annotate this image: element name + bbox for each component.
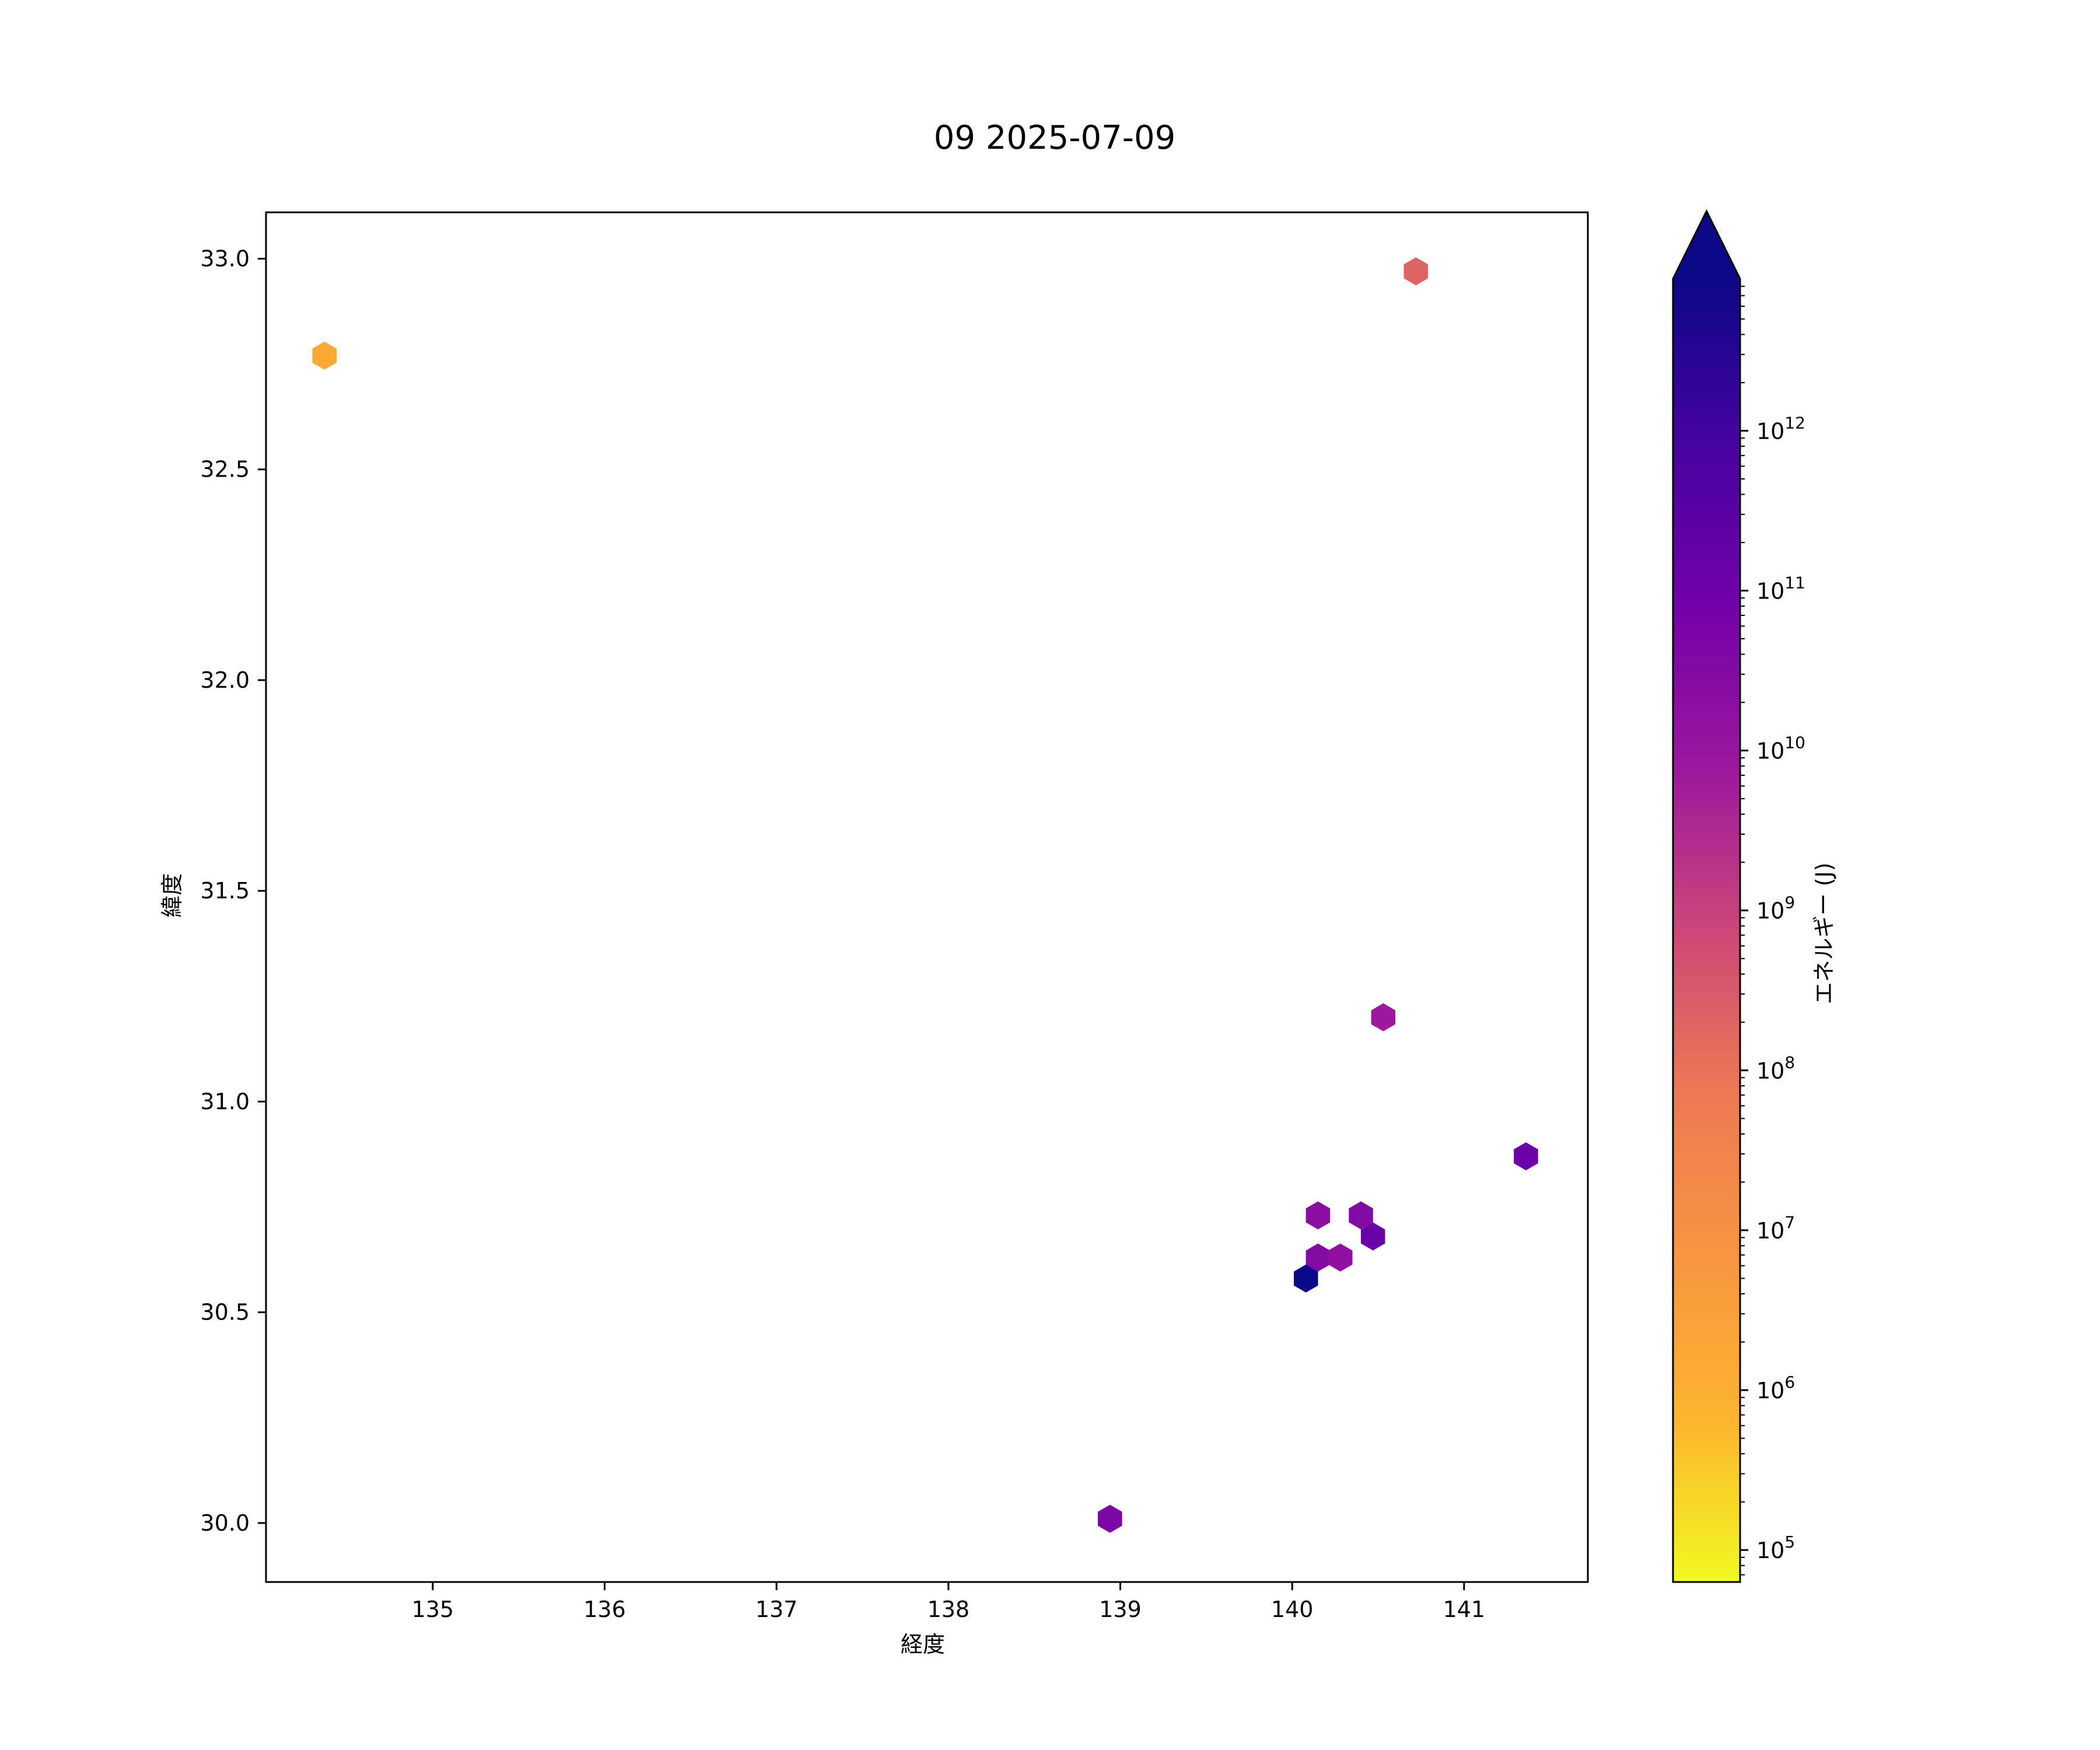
x-tick-label: 139 <box>1099 1597 1142 1622</box>
y-tick-label: 30.0 <box>200 1510 250 1536</box>
hexbin-point <box>1306 1201 1331 1230</box>
x-tick-label: 141 <box>1443 1597 1486 1622</box>
x-tick-label: 135 <box>412 1597 454 1622</box>
colorbar-label: エネルギー (J) <box>1811 863 1837 1005</box>
x-tick-label: 138 <box>928 1597 970 1622</box>
x-axis-label: 経度 <box>901 1632 945 1657</box>
colorbar-tick-label: 109 <box>1756 893 1795 924</box>
x-tick-label: 140 <box>1271 1597 1314 1622</box>
y-tick-label: 31.0 <box>200 1088 250 1114</box>
colorbar-tick-label: 105 <box>1756 1532 1795 1563</box>
hexbin-point <box>1294 1264 1318 1293</box>
hexbin-point <box>1306 1243 1331 1272</box>
colorbar: 105 106 107 108 109 1010 1011 1012 <box>1672 209 1805 1583</box>
hexbin-point <box>1371 1003 1396 1031</box>
hexbin-point <box>1514 1142 1538 1171</box>
hexbin-point <box>1360 1222 1385 1251</box>
hexbin-point <box>1098 1504 1122 1533</box>
colorbar-gradient <box>1673 279 1740 1582</box>
hexbin-point <box>312 341 337 370</box>
colorbar-tick-label: 108 <box>1756 1053 1795 1084</box>
plot-area <box>265 211 1589 1583</box>
hexbin-point <box>1349 1201 1373 1230</box>
colorbar-outline <box>1672 209 1741 1583</box>
y-tick-label: 33.0 <box>200 246 250 271</box>
x-tick-label: 136 <box>583 1597 626 1622</box>
colorbar-extend-arrow <box>1673 211 1740 279</box>
y-tick-label: 30.5 <box>200 1300 250 1325</box>
y-axis-label: 緯度 <box>159 873 185 918</box>
chart-title: 09 2025-07-09 <box>934 119 1176 157</box>
colorbar-tick-label: 1012 <box>1756 413 1805 444</box>
x-tick-label: 137 <box>755 1597 798 1622</box>
colorbar-tick-label: 107 <box>1756 1213 1795 1244</box>
colorbar-tick-label: 1010 <box>1756 733 1805 764</box>
y-axis: 30.0 30.5 31.0 31.5 32.0 32.5 33.0 <box>200 246 266 1536</box>
y-tick-label: 32.0 <box>200 667 250 693</box>
y-tick-label: 31.5 <box>200 878 250 904</box>
y-tick-label: 32.5 <box>200 457 250 482</box>
colorbar-tick-label: 1011 <box>1756 573 1805 604</box>
hexbin-point <box>1404 257 1429 286</box>
hexbin-point <box>1328 1243 1353 1272</box>
colorbar-tick-label: 106 <box>1756 1373 1795 1404</box>
plot-frame <box>265 211 1589 1583</box>
x-axis: 135 136 137 138 139 140 141 <box>412 1582 1486 1622</box>
